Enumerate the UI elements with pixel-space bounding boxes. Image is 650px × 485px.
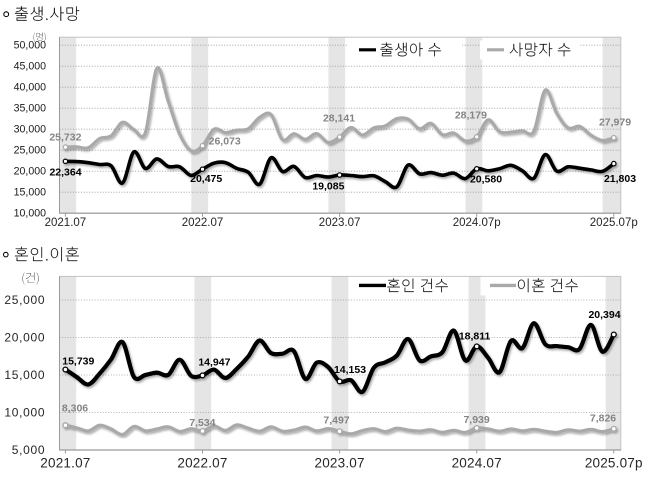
svg-text:2023.07: 2023.07 [319,217,361,229]
svg-text:8,306: 8,306 [62,402,88,414]
svg-text:21,803: 21,803 [604,173,636,185]
svg-text:25,000: 25,000 [4,293,45,307]
svg-text:30,000: 30,000 [14,124,47,136]
svg-text:10,000: 10,000 [4,406,45,420]
svg-text:2024.07: 2024.07 [452,456,502,471]
svg-text:18,811: 18,811 [459,330,491,342]
svg-text:7,939: 7,939 [463,414,489,426]
svg-text:40,000: 40,000 [14,82,47,94]
svg-text:14,153: 14,153 [334,364,366,376]
svg-text:20,580: 20,580 [470,174,502,186]
svg-text:2025.07p: 2025.07p [590,217,638,229]
svg-text:2023.07: 2023.07 [314,456,364,471]
svg-text:2022.07: 2022.07 [182,217,224,229]
svg-text:15,000: 15,000 [14,187,47,199]
svg-text:28,141: 28,141 [323,113,355,125]
svg-text:25,000: 25,000 [14,145,47,157]
svg-text:2021.07: 2021.07 [40,456,90,471]
svg-text:25,732: 25,732 [49,131,81,143]
svg-text:19,085: 19,085 [312,180,344,192]
svg-text:15,000: 15,000 [4,368,45,382]
svg-text:20,000: 20,000 [4,331,45,345]
svg-text:10,000: 10,000 [14,208,47,220]
svg-text:20,000: 20,000 [14,166,47,178]
svg-text:2022.07: 2022.07 [177,456,227,471]
svg-text:5,000: 5,000 [12,443,46,457]
svg-text:15,739: 15,739 [62,356,94,368]
svg-text:7,826: 7,826 [590,413,616,425]
svg-text:20,475: 20,475 [190,173,222,185]
svg-text:2024.07p: 2024.07p [453,217,501,229]
svg-text:26,073: 26,073 [209,136,241,148]
svg-text:14,947: 14,947 [198,357,230,369]
svg-text:7,534: 7,534 [189,417,215,429]
svg-text:50,000: 50,000 [14,40,47,52]
svg-text:20,394: 20,394 [588,309,620,321]
svg-text:2025.07p: 2025.07p [585,456,643,471]
svg-text:45,000: 45,000 [14,61,47,73]
svg-text:22,364: 22,364 [49,166,81,178]
svg-text:27,979: 27,979 [599,117,631,129]
svg-text:2021.07: 2021.07 [45,217,87,229]
svg-text:28,179: 28,179 [455,109,487,121]
svg-text:35,000: 35,000 [14,103,47,115]
svg-text:7,497: 7,497 [323,415,349,427]
